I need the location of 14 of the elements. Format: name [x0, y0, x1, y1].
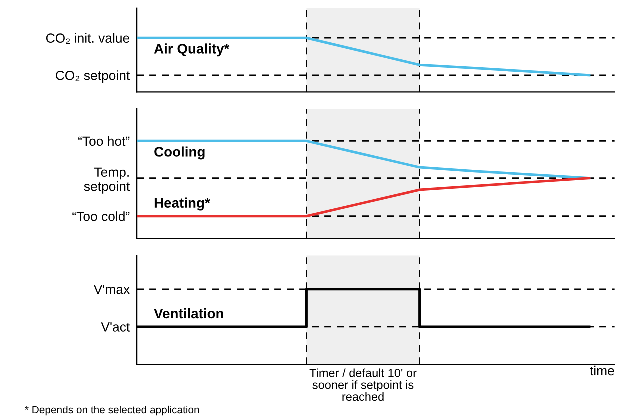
text: V'max: [94, 285, 130, 294]
text: “Too hot”: [78, 136, 130, 146]
text: CO₂ init. value: [46, 33, 130, 44]
series-label: Heating*: [154, 198, 210, 211]
series-label: Ventilation: [154, 308, 224, 319]
series-label: Cooling: [154, 146, 205, 160]
text: * Depends on the selected application: [25, 406, 200, 416]
text: Timer / default 10' or sooner if setpoint is reached: [310, 368, 417, 402]
text: CO₂ setpoint: [56, 70, 130, 83]
text: “Too cold”: [72, 212, 130, 222]
text: V'act: [101, 322, 130, 332]
series-label: Air Quality*: [154, 44, 230, 57]
text: Temp. setpoint: [84, 168, 130, 194]
x-axis-title: time: [590, 366, 614, 376]
